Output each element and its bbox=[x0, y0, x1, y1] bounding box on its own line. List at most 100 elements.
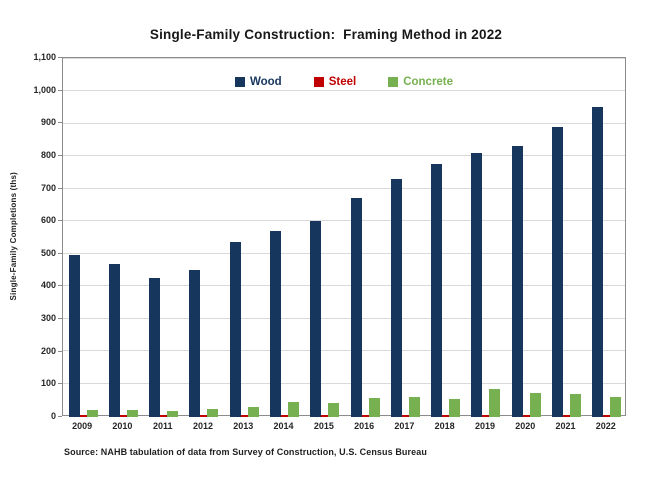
y-axis-tick-label: 300 bbox=[40, 313, 56, 324]
gridline bbox=[63, 58, 625, 59]
bar-concrete-2015 bbox=[328, 403, 340, 417]
bar-wood-2022 bbox=[592, 106, 604, 417]
gridline bbox=[63, 252, 625, 254]
x-axis-tick-labels: 2009 2010 2011 2012 2013 2014 2015 2016 2017 2018… bbox=[62, 421, 626, 431]
y-axis-tick-label: 900 bbox=[40, 117, 56, 128]
bar-concrete-2018 bbox=[449, 399, 461, 417]
bar-wood-2011 bbox=[149, 278, 161, 417]
y-axis-tick-mark bbox=[58, 350, 62, 352]
bar-wood-2018 bbox=[431, 164, 443, 417]
bar-group-2013 bbox=[224, 58, 264, 417]
bar-concrete-2017 bbox=[408, 396, 420, 417]
bar-concrete-2020 bbox=[529, 392, 541, 417]
bar-concrete-2014 bbox=[288, 402, 300, 417]
bar-steel-2019 bbox=[482, 415, 490, 417]
y-axis-tick-label: 700 bbox=[40, 182, 56, 193]
y-axis-tick-mark bbox=[58, 285, 62, 287]
y-axis-tick-label: 600 bbox=[40, 215, 56, 226]
bar-steel-2017 bbox=[401, 415, 409, 417]
bar-group-2015 bbox=[305, 58, 345, 417]
gridline bbox=[63, 187, 625, 189]
bar-concrete-2012 bbox=[207, 408, 219, 417]
x-axis-label-2017: 2017 bbox=[394, 421, 415, 431]
bar-concrete-2013 bbox=[247, 407, 259, 417]
x-axis-label-2020: 2020 bbox=[515, 421, 536, 431]
x-axis-label-2012: 2012 bbox=[192, 421, 213, 431]
bar-wood-2016 bbox=[350, 198, 362, 417]
y-axis-tick-mark bbox=[58, 220, 62, 222]
x-axis-label-2014: 2014 bbox=[273, 421, 294, 431]
x-axis-label-2011: 2011 bbox=[152, 421, 173, 431]
y-axis-tick-label: 200 bbox=[40, 345, 56, 356]
bar-steel-2018 bbox=[442, 415, 450, 417]
y-axis-tick-label: 800 bbox=[40, 149, 56, 160]
gridline bbox=[63, 285, 625, 287]
bars-layer bbox=[63, 58, 627, 417]
source-note: Source: NAHB tabulation of data from Sur… bbox=[64, 447, 427, 457]
bar-wood-2021 bbox=[552, 126, 564, 417]
bar-wood-2014 bbox=[270, 230, 282, 417]
bar-steel-2015 bbox=[321, 415, 329, 417]
y-axis-tick-label: 100 bbox=[40, 378, 56, 389]
gridline bbox=[63, 90, 625, 92]
x-axis-label-2010: 2010 bbox=[112, 421, 133, 431]
y-axis-tick-mark bbox=[58, 57, 62, 58]
y-axis-tick-label: 400 bbox=[40, 280, 56, 291]
y-axis-tick-label: 0 bbox=[50, 411, 56, 421]
bar-steel-2011 bbox=[160, 415, 168, 417]
x-axis-label-2018: 2018 bbox=[434, 421, 455, 431]
y-axis-tick-mark bbox=[58, 416, 62, 417]
y-axis-tick-mark bbox=[58, 383, 62, 385]
bar-group-2017 bbox=[385, 58, 425, 417]
y-axis-tick-label: 1,100 bbox=[33, 52, 56, 62]
x-axis-label-2021: 2021 bbox=[555, 421, 576, 431]
x-axis-label-2016: 2016 bbox=[354, 421, 375, 431]
x-axis-label-2009: 2009 bbox=[72, 421, 93, 431]
bar-steel-2012 bbox=[200, 415, 208, 417]
bar-steel-2021 bbox=[563, 414, 571, 417]
y-axis-tick-mark bbox=[58, 187, 62, 189]
y-axis-tick-labels: 0 100 200 300 400 500 600 700 800 900 1,000 1,100 bbox=[0, 52, 62, 421]
y-axis-tick-label: 1,000 bbox=[33, 84, 56, 95]
bar-concrete-2011 bbox=[167, 411, 179, 417]
gridline bbox=[63, 220, 625, 222]
bar-steel-2009 bbox=[79, 415, 87, 417]
bar-group-2009 bbox=[63, 58, 103, 417]
bar-group-2016 bbox=[345, 58, 385, 417]
bar-steel-2022 bbox=[603, 414, 611, 417]
bar-concrete-2016 bbox=[368, 398, 380, 417]
bar-group-2014 bbox=[264, 58, 304, 417]
bar-wood-2009 bbox=[68, 255, 80, 417]
x-axis-label-2015: 2015 bbox=[313, 421, 334, 431]
x-axis-label-2013: 2013 bbox=[233, 421, 254, 431]
bar-group-2011 bbox=[144, 58, 184, 417]
gridline bbox=[63, 350, 625, 352]
bar-steel-2020 bbox=[522, 415, 530, 417]
bar-group-2018 bbox=[426, 58, 466, 417]
bar-group-2020 bbox=[506, 58, 546, 417]
bar-steel-2014 bbox=[281, 415, 289, 417]
bar-wood-2013 bbox=[229, 242, 241, 417]
gridline bbox=[63, 122, 625, 124]
y-axis-tick-mark bbox=[58, 252, 62, 254]
gridline bbox=[63, 382, 625, 384]
bar-wood-2020 bbox=[511, 146, 523, 417]
bar-concrete-2019 bbox=[489, 389, 501, 417]
bar-steel-2013 bbox=[240, 415, 248, 417]
y-axis-tick-label: 500 bbox=[40, 247, 56, 258]
bar-wood-2010 bbox=[108, 263, 120, 417]
bar-group-2022 bbox=[587, 58, 627, 417]
bar-concrete-2022 bbox=[610, 396, 622, 417]
bar-concrete-2009 bbox=[86, 410, 98, 417]
bar-group-2012 bbox=[184, 58, 224, 417]
bar-group-2021 bbox=[546, 58, 586, 417]
y-axis-tick-mark bbox=[58, 154, 62, 156]
bar-wood-2015 bbox=[310, 221, 322, 417]
x-axis-label-2022: 2022 bbox=[595, 421, 616, 431]
y-axis-tick-mark bbox=[58, 122, 62, 124]
bar-group-2010 bbox=[103, 58, 143, 417]
gridline bbox=[63, 155, 625, 157]
bar-steel-2016 bbox=[361, 415, 369, 417]
gridline bbox=[63, 317, 625, 319]
